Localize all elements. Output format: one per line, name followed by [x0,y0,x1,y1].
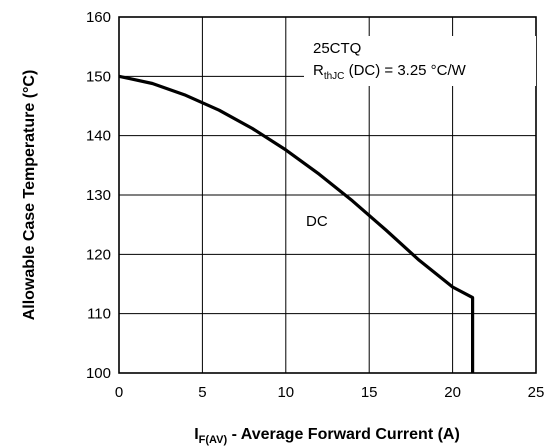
series-label-background [300,210,342,232]
y-tick-label: 110 [87,306,111,323]
x-tick-labels: 0 5 10 15 20 25 [115,384,545,401]
y-tick-label: 150 [86,68,111,85]
x-axis-title: IF(AV) - Average Forward Current (A) [194,426,460,446]
annotation-background [304,36,536,86]
y-tick-label: 100 [86,365,111,382]
x-tick-label: 25 [528,384,545,401]
plot-frame [118,16,537,374]
x-tick-label: 5 [198,384,206,401]
y-tick-label: 120 [86,246,111,263]
annotation-thermal-resistance: RthJC (DC) = 3.25 °C/W [313,62,467,82]
y-tick-labels: 100 110 120 130 140 150 160 [86,9,111,382]
series-label-dc: DC [306,213,328,230]
x-tick-label: 10 [277,384,294,401]
series-line-dc [118,74,475,373]
x-tick-label: 15 [361,384,378,401]
y-tick-label: 140 [86,128,111,145]
x-tick-label: 20 [444,384,461,401]
y-tick-label: 160 [86,9,111,26]
x-tick-label: 0 [115,384,123,401]
y-tick-label: 130 [86,187,111,204]
annotation-part-number: 25CTQ [313,40,361,57]
y-axis-title: Allowable Case Temperature (°C) [21,70,38,321]
